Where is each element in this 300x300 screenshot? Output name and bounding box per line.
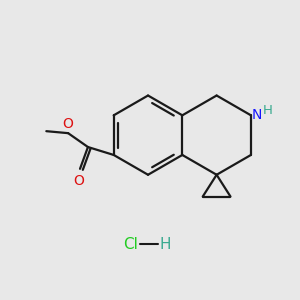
Text: Cl: Cl <box>123 237 138 252</box>
Text: N: N <box>252 108 262 122</box>
Text: H: H <box>160 237 171 252</box>
Text: H: H <box>263 104 273 117</box>
Text: O: O <box>74 174 85 188</box>
Text: O: O <box>63 117 74 131</box>
